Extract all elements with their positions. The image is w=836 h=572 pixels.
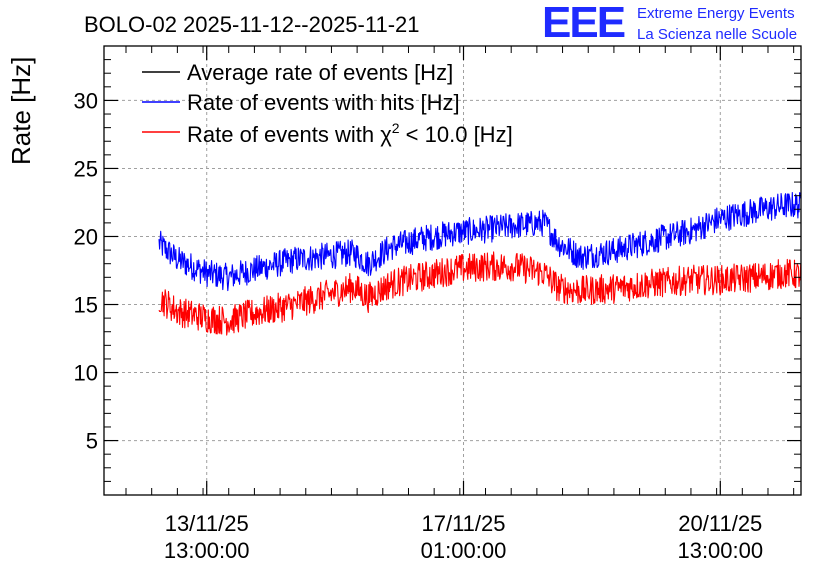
x-tick-label-time: 01:00:00 — [421, 538, 507, 563]
x-tick-label-date: 13/11/25 — [165, 511, 249, 536]
legend-label-chi2-main: Rate of events with χ — [187, 122, 392, 147]
legend-label-chi2-sup: 2 — [392, 120, 400, 136]
x-tick-label-time: 13:00:00 — [164, 538, 250, 563]
chart-title: BOLO-02 2025-11-12--2025-11-21 — [84, 12, 420, 37]
series-layer — [158, 192, 802, 336]
eee-logo: EEE Extreme Energy Events La Scienza nel… — [542, 0, 834, 47]
y-tick-label: 20 — [74, 224, 98, 249]
x-tick-label-date: 20/11/25 — [678, 511, 762, 536]
y-tick-label: 10 — [74, 361, 98, 386]
series-line-2 — [158, 251, 802, 336]
x-tick-label-date: 17/11/25 — [421, 511, 505, 536]
legend: Average rate of events [Hz] Rate of even… — [142, 60, 513, 147]
eee-logo-mark: EEE — [542, 0, 626, 47]
eee-logo-line2: La Scienza nelle Scuole — [637, 26, 798, 43]
y-tick-label: 30 — [74, 88, 98, 113]
legend-label-chi2-tail: < 10.0 [Hz] — [400, 122, 513, 147]
y-tick-label: 15 — [74, 293, 98, 318]
x-tick-label-time: 13:00:00 — [677, 538, 763, 563]
y-axis-label: Rate [Hz] — [6, 57, 36, 165]
legend-label-chi2: Rate of events with χ2 < 10.0 [Hz] — [187, 120, 513, 147]
plot-frame — [103, 45, 802, 496]
series-line-1 — [158, 192, 802, 292]
y-tick-label: 5 — [86, 429, 98, 454]
tick-layer: 5101520253013/11/2513:00:0017/11/2501:00… — [74, 45, 801, 563]
legend-label-hits: Rate of events with hits [Hz] — [187, 90, 460, 115]
eee-logo-line1: Extreme Energy Events — [637, 5, 795, 22]
legend-label-average: Average rate of events [Hz] — [187, 60, 453, 85]
y-tick-label: 25 — [74, 156, 98, 181]
